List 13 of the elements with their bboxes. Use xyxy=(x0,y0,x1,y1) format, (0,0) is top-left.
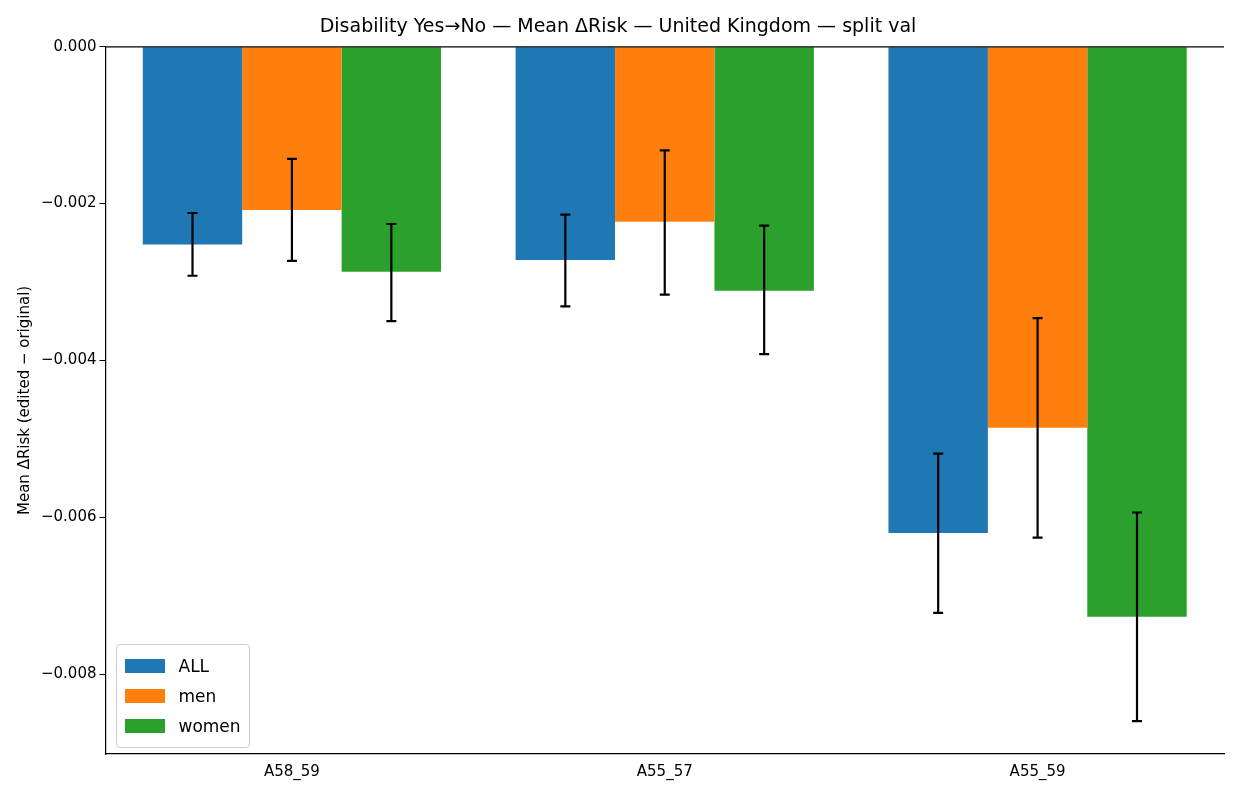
y-tick-label: −0.002 xyxy=(40,193,97,212)
legend-label: women xyxy=(178,716,241,736)
y-tick-label: 0.000 xyxy=(53,36,97,55)
x-tick-label: A55_57 xyxy=(636,761,693,781)
legend-label: ALL xyxy=(178,656,210,676)
legend-label: men xyxy=(178,686,217,706)
y-tick-label: −0.004 xyxy=(40,350,97,369)
chart-title: Disability Yes→No — Mean ΔRisk — United Kingdom — split val xyxy=(319,14,917,37)
x-tick-label: A58_59 xyxy=(263,761,320,781)
y-tick-label: −0.006 xyxy=(40,507,97,526)
x-tick-label: A55_59 xyxy=(1009,761,1066,781)
y-axis-title: Mean ΔRisk (edited − original) xyxy=(14,285,33,515)
y-tick-label: −0.008 xyxy=(40,663,97,682)
